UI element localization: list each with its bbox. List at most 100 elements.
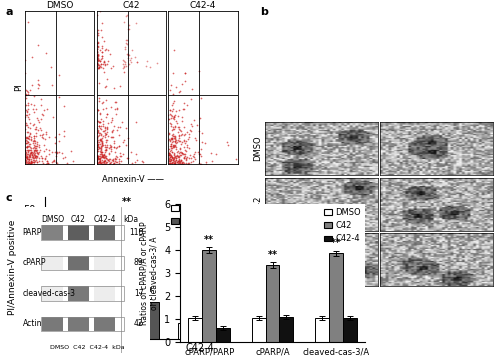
Point [35, 158, 43, 164]
Point [125, 21, 133, 27]
FancyBboxPatch shape [68, 286, 89, 301]
Point [38, 134, 46, 140]
Point [94, 54, 102, 60]
Point [100, 62, 108, 68]
Point [27, 102, 35, 107]
FancyBboxPatch shape [94, 225, 115, 240]
Point [30, 144, 38, 150]
Point [166, 111, 174, 117]
Point [34, 159, 42, 165]
Point [182, 78, 190, 84]
Point [192, 137, 200, 143]
Point [184, 161, 192, 167]
Point [99, 142, 107, 148]
Point [23, 159, 31, 165]
Point [176, 161, 184, 166]
Point [22, 122, 30, 128]
Point [40, 148, 48, 154]
Point [166, 160, 174, 166]
Point [120, 137, 128, 143]
Point [93, 146, 101, 152]
Point [23, 154, 31, 160]
Point [96, 138, 104, 144]
Point [120, 65, 128, 71]
Point [44, 160, 52, 166]
Point [183, 143, 191, 149]
Point [34, 82, 42, 88]
Point [174, 161, 182, 166]
Point [33, 149, 41, 155]
Point [168, 136, 176, 142]
Point [24, 112, 32, 118]
Point [168, 135, 176, 141]
Point [52, 160, 60, 166]
Point [95, 123, 103, 129]
Text: C42: C42 [71, 215, 86, 224]
Point [116, 83, 124, 88]
Point [94, 52, 102, 58]
Point [110, 161, 118, 166]
Point [98, 157, 106, 163]
FancyBboxPatch shape [68, 317, 89, 331]
Point [42, 131, 50, 137]
Point [191, 135, 199, 141]
Point [51, 149, 59, 155]
Point [106, 161, 114, 167]
Point [106, 161, 114, 166]
Point [182, 157, 190, 163]
Point [124, 26, 132, 32]
Point [26, 158, 34, 164]
Point [55, 150, 63, 155]
Point [43, 158, 51, 163]
Point [124, 51, 132, 57]
Point [94, 1, 102, 7]
Point [128, 47, 136, 52]
Point [98, 20, 106, 25]
Y-axis label: C42: C42 [253, 196, 262, 212]
Point [100, 59, 108, 65]
Point [127, 55, 135, 61]
Point [146, 64, 154, 70]
Point [100, 152, 108, 158]
Point [142, 58, 150, 64]
Point [122, 40, 130, 46]
Point [39, 131, 47, 137]
Point [23, 156, 31, 162]
Point [96, 116, 104, 122]
Point [128, 0, 136, 4]
Point [114, 159, 122, 165]
Point [52, 153, 60, 159]
Bar [75, 335, 97, 339]
Point [104, 120, 112, 126]
Point [99, 123, 107, 128]
Point [164, 150, 172, 156]
Point [173, 159, 181, 165]
Point [169, 155, 177, 161]
Point [96, 160, 104, 166]
Point [171, 160, 179, 166]
Point [174, 158, 182, 164]
Point [169, 124, 177, 130]
Point [98, 149, 106, 155]
Point [93, 49, 101, 55]
Point [103, 142, 111, 148]
Point [22, 154, 30, 160]
Point [198, 139, 206, 145]
Point [24, 160, 32, 166]
Point [188, 159, 196, 165]
Point [94, 129, 102, 135]
Point [96, 132, 104, 138]
Point [93, 153, 101, 159]
Point [43, 158, 51, 164]
Point [127, 149, 135, 155]
Point [98, 54, 106, 59]
Point [96, 157, 104, 162]
Point [32, 143, 40, 149]
Point [96, 110, 104, 116]
Point [174, 159, 182, 165]
Point [98, 135, 106, 141]
Point [182, 141, 190, 146]
Point [166, 158, 174, 163]
Point [172, 138, 180, 143]
Point [170, 135, 178, 141]
